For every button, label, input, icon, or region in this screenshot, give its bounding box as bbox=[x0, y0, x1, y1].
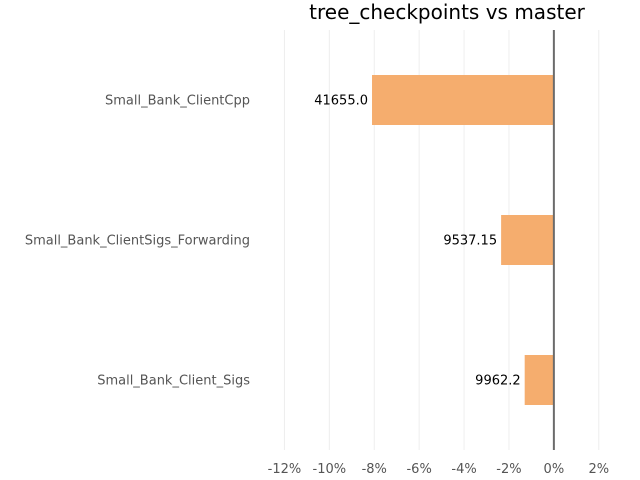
category-label: Small_Bank_Client_Sigs bbox=[97, 374, 250, 389]
bar bbox=[524, 355, 554, 405]
bar bbox=[501, 215, 554, 265]
bars: 41655.0 9537.15 9962.2 bbox=[314, 75, 554, 405]
x-tick-label: 2% bbox=[588, 462, 609, 477]
bar-data-label: 41655.0 bbox=[314, 94, 368, 109]
x-tick-label: -8% bbox=[362, 462, 387, 477]
x-tick-label: 0% bbox=[544, 462, 565, 477]
x-tick-label: -6% bbox=[406, 462, 431, 477]
category-label: Small_Bank_ClientSigs_Forwarding bbox=[25, 234, 250, 249]
bar-data-label: 9962.2 bbox=[475, 374, 521, 389]
category-labels: Small_Bank_ClientCpp Small_Bank_ClientSig… bbox=[25, 94, 250, 389]
x-tick-label: -10% bbox=[313, 462, 347, 477]
category-label: Small_Bank_ClientCpp bbox=[105, 94, 250, 109]
bar-data-label: 9537.15 bbox=[443, 234, 497, 249]
x-tick-label: -12% bbox=[268, 462, 302, 477]
x-tick-label: -2% bbox=[496, 462, 521, 477]
x-tick-label: -4% bbox=[451, 462, 476, 477]
bar bbox=[372, 75, 554, 125]
x-tick-labels: -12% -10% -8% -6% -4% -2% 0% 2% bbox=[268, 462, 609, 477]
chart-title: tree_checkpoints vs master bbox=[309, 0, 585, 24]
